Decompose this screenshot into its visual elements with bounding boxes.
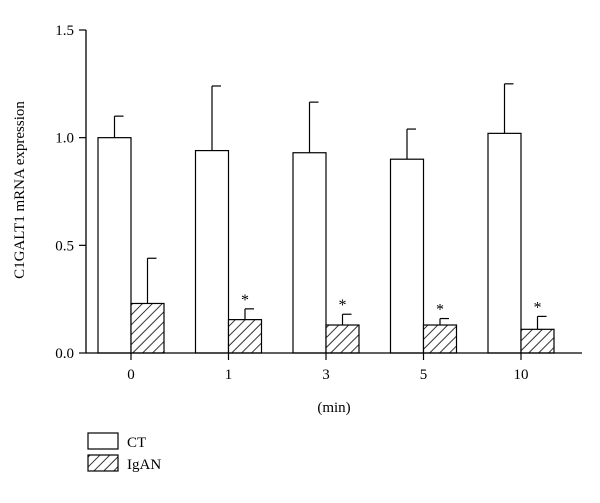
x-tick-label: 10 [514,367,529,383]
legend-swatch-igan [87,454,119,472]
legend: CT IgAN [87,432,161,473]
legend-swatch-ct [87,432,119,450]
legend-label-igan: IgAN [127,457,161,473]
y-tick-label: 1.0 [55,131,74,147]
y-tick-label: 0.5 [55,238,74,254]
x-tick-label: 1 [225,367,233,383]
bar-ct-5 [389,158,425,354]
legend-label-ct: CT [127,435,146,451]
significance-marker: * [534,299,542,316]
y-axis-title: C1GALT1 mRNA expression [12,101,28,279]
bar-ct-10 [487,132,522,354]
y-tick-label: 0.0 [55,346,74,362]
bar-ct-0 [97,137,132,354]
significance-marker: * [339,297,347,314]
bar-igan-1 [227,319,263,354]
bar-igan-0 [130,302,165,354]
x-tick-label: 3 [322,367,330,383]
bar-igan-3 [325,324,360,354]
bar-ct-1 [194,149,230,354]
x-axis-title: (min) [317,400,350,416]
plot-area: * * * * [97,83,555,354]
bar-ct-3 [292,152,327,354]
bar-igan-5 [422,324,458,354]
axes: 0 1 3 5 10 0.0 0.5 1.0 1.5 [55,23,582,383]
x-tick-label: 0 [127,367,135,383]
significance-marker: * [436,302,444,319]
significance-marker: * [241,292,249,309]
x-tick-label: 5 [420,367,428,383]
y-tick-label: 1.5 [55,23,74,39]
bar-igan-10 [520,328,555,354]
